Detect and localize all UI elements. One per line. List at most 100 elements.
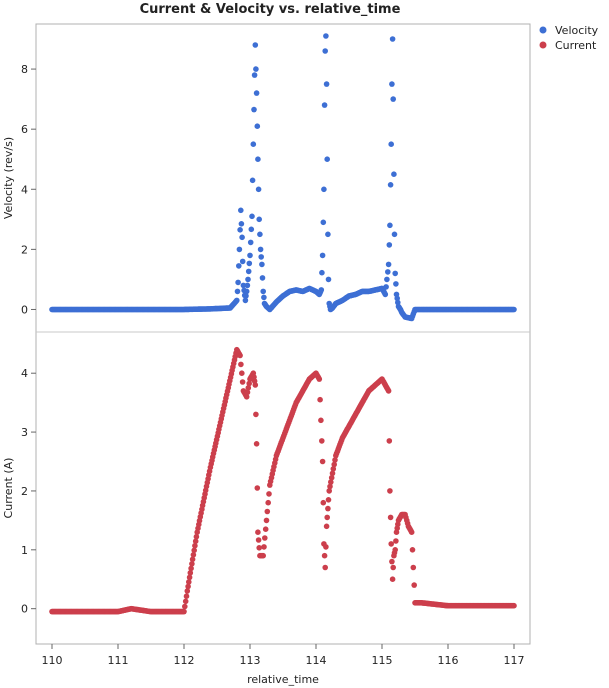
current-y-axis: 0 1 2 3 4 bbox=[21, 367, 36, 616]
velocity-point bbox=[238, 207, 244, 214]
velocity-point bbox=[320, 219, 327, 226]
velocity-point bbox=[322, 48, 329, 54]
current-point bbox=[239, 370, 245, 377]
velocity-point bbox=[249, 177, 256, 184]
velocity-point bbox=[260, 288, 267, 295]
x-tick-label: 113 bbox=[240, 654, 261, 667]
current-series bbox=[49, 346, 517, 615]
x-tick-label: 111 bbox=[108, 654, 129, 667]
x-axis-label: relative_time bbox=[247, 673, 319, 686]
velocity-point bbox=[257, 246, 264, 253]
current-point bbox=[325, 505, 331, 512]
velocity-point bbox=[261, 294, 267, 301]
current-point bbox=[316, 376, 323, 382]
current-point bbox=[192, 538, 199, 544]
velocity-point bbox=[246, 260, 253, 267]
current-point bbox=[317, 396, 323, 403]
velocity-point bbox=[385, 261, 392, 268]
velocity-y-axis-label: Velocity (rev/s) bbox=[2, 137, 15, 219]
x-tick-label: 112 bbox=[174, 654, 195, 667]
velocity-point bbox=[318, 287, 325, 293]
current-y-tick-label: 1 bbox=[21, 544, 28, 557]
chart-title: Current & Velocity vs. relative_time bbox=[140, 2, 401, 17]
current-point bbox=[262, 535, 268, 541]
legend-label-current: Current bbox=[555, 39, 597, 52]
current-point bbox=[392, 547, 399, 553]
current-y-tick-label: 2 bbox=[21, 485, 28, 498]
velocity-point bbox=[323, 33, 329, 39]
velocity-point bbox=[388, 141, 395, 147]
velocity-point bbox=[235, 279, 241, 286]
current-point bbox=[331, 461, 338, 468]
velocity-point bbox=[234, 288, 241, 295]
velocity-point bbox=[393, 281, 399, 287]
current-point bbox=[189, 556, 196, 563]
current-point bbox=[263, 517, 270, 524]
current-point bbox=[256, 545, 263, 551]
current-point bbox=[244, 389, 251, 396]
velocity-point bbox=[248, 226, 255, 233]
x-tick-label: 110 bbox=[42, 654, 63, 667]
velocity-point bbox=[253, 90, 260, 96]
current-point bbox=[253, 441, 260, 447]
velocity-point bbox=[319, 252, 326, 259]
velocity-point bbox=[257, 231, 263, 238]
current-point bbox=[183, 593, 190, 599]
velocity-point bbox=[239, 258, 246, 265]
velocity-point bbox=[325, 276, 332, 283]
current-point bbox=[319, 458, 326, 465]
current-point bbox=[387, 514, 394, 521]
current-point bbox=[386, 438, 393, 444]
velocity-point bbox=[511, 306, 517, 313]
current-point bbox=[411, 582, 418, 588]
x-tick-label: 116 bbox=[438, 654, 459, 667]
velocity-point bbox=[238, 221, 245, 227]
velocity-point bbox=[386, 242, 393, 248]
velocity-y-tick-label: 0 bbox=[21, 303, 28, 316]
current-point bbox=[189, 561, 195, 567]
velocity-point bbox=[239, 234, 245, 241]
current-point bbox=[239, 379, 246, 385]
velocity-point bbox=[387, 222, 393, 229]
current-point bbox=[246, 380, 252, 387]
current-point bbox=[182, 598, 189, 605]
current-point bbox=[389, 558, 395, 565]
velocity-point bbox=[244, 282, 251, 289]
velocity-point bbox=[390, 96, 397, 102]
x-tick-label: 115 bbox=[372, 654, 393, 667]
current-point bbox=[328, 479, 334, 485]
velocity-point bbox=[259, 275, 266, 281]
current-point bbox=[329, 470, 336, 477]
velocity-y-tick-label: 6 bbox=[21, 123, 28, 136]
current-point bbox=[322, 564, 329, 571]
velocity-point bbox=[389, 81, 395, 87]
velocity-point bbox=[234, 297, 240, 304]
velocity-point bbox=[247, 252, 253, 259]
x-tick-label: 114 bbox=[306, 654, 327, 667]
velocity-y-axis: 0 2 4 6 8 bbox=[21, 63, 36, 316]
velocity-point bbox=[237, 227, 243, 233]
legend-marker-velocity bbox=[539, 26, 547, 34]
current-point bbox=[408, 529, 415, 535]
current-point bbox=[265, 499, 272, 506]
current-point bbox=[393, 538, 399, 544]
velocity-point bbox=[325, 231, 331, 238]
legend: Velocity Current bbox=[539, 24, 599, 52]
current-point bbox=[243, 394, 250, 400]
velocity-point bbox=[252, 42, 259, 48]
current-point bbox=[321, 552, 328, 559]
velocity-point bbox=[389, 36, 396, 42]
current-y-axis-label: Current (A) bbox=[2, 458, 15, 519]
current-point bbox=[388, 541, 395, 547]
velocity-point bbox=[321, 102, 328, 108]
velocity-point bbox=[245, 268, 252, 275]
velocity-point bbox=[254, 123, 261, 129]
velocity-point bbox=[247, 239, 254, 246]
velocity-point bbox=[255, 186, 262, 193]
current-point bbox=[266, 491, 272, 497]
current-point bbox=[252, 382, 259, 388]
velocity-point bbox=[240, 282, 247, 289]
legend-item-velocity: Velocity bbox=[539, 24, 599, 37]
current-point bbox=[332, 457, 338, 463]
velocity-point bbox=[251, 72, 258, 78]
